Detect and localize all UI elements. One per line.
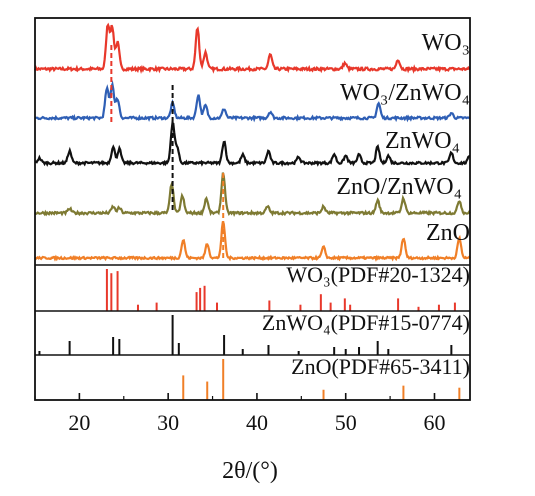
series-line bbox=[34, 221, 471, 262]
x-tick-label: 50 bbox=[335, 410, 357, 435]
x-tick-label: 30 bbox=[157, 410, 179, 435]
plot-area bbox=[33, 22, 471, 400]
reference-label: WO₃(PDF#20-1324) bbox=[286, 262, 470, 287]
series-label: ZnWO₄ bbox=[385, 128, 460, 154]
x-axis-label: 2θ/(°) bbox=[222, 458, 278, 484]
plot-frame bbox=[34, 17, 471, 401]
x-tick-label: 60 bbox=[423, 410, 445, 435]
series-line bbox=[33, 22, 471, 74]
x-axis: 20 30 40 50 60 bbox=[34, 17, 471, 435]
series-line bbox=[34, 120, 471, 167]
series-labels: WO₃ WO₃/ZnWO₄ ZnWO₄ ZnO/ZnWO₄ ZnO WO₃(PDF#20-… bbox=[262, 30, 470, 379]
series-label: WO₃ bbox=[422, 30, 470, 56]
x-tick-label: 40 bbox=[246, 410, 268, 435]
series-label: ZnO/ZnWO₄ bbox=[336, 174, 462, 200]
series-line bbox=[34, 80, 471, 123]
reference-label: ZnWO₄(PDF#15-0774) bbox=[262, 310, 470, 335]
reference-label: ZnO(PDF#65-3411) bbox=[291, 354, 470, 379]
x-tick-label: 20 bbox=[68, 410, 90, 435]
series-label: ZnO bbox=[426, 220, 470, 246]
series-label: WO₃/ZnWO₄ bbox=[340, 80, 470, 106]
series-line bbox=[34, 172, 471, 218]
